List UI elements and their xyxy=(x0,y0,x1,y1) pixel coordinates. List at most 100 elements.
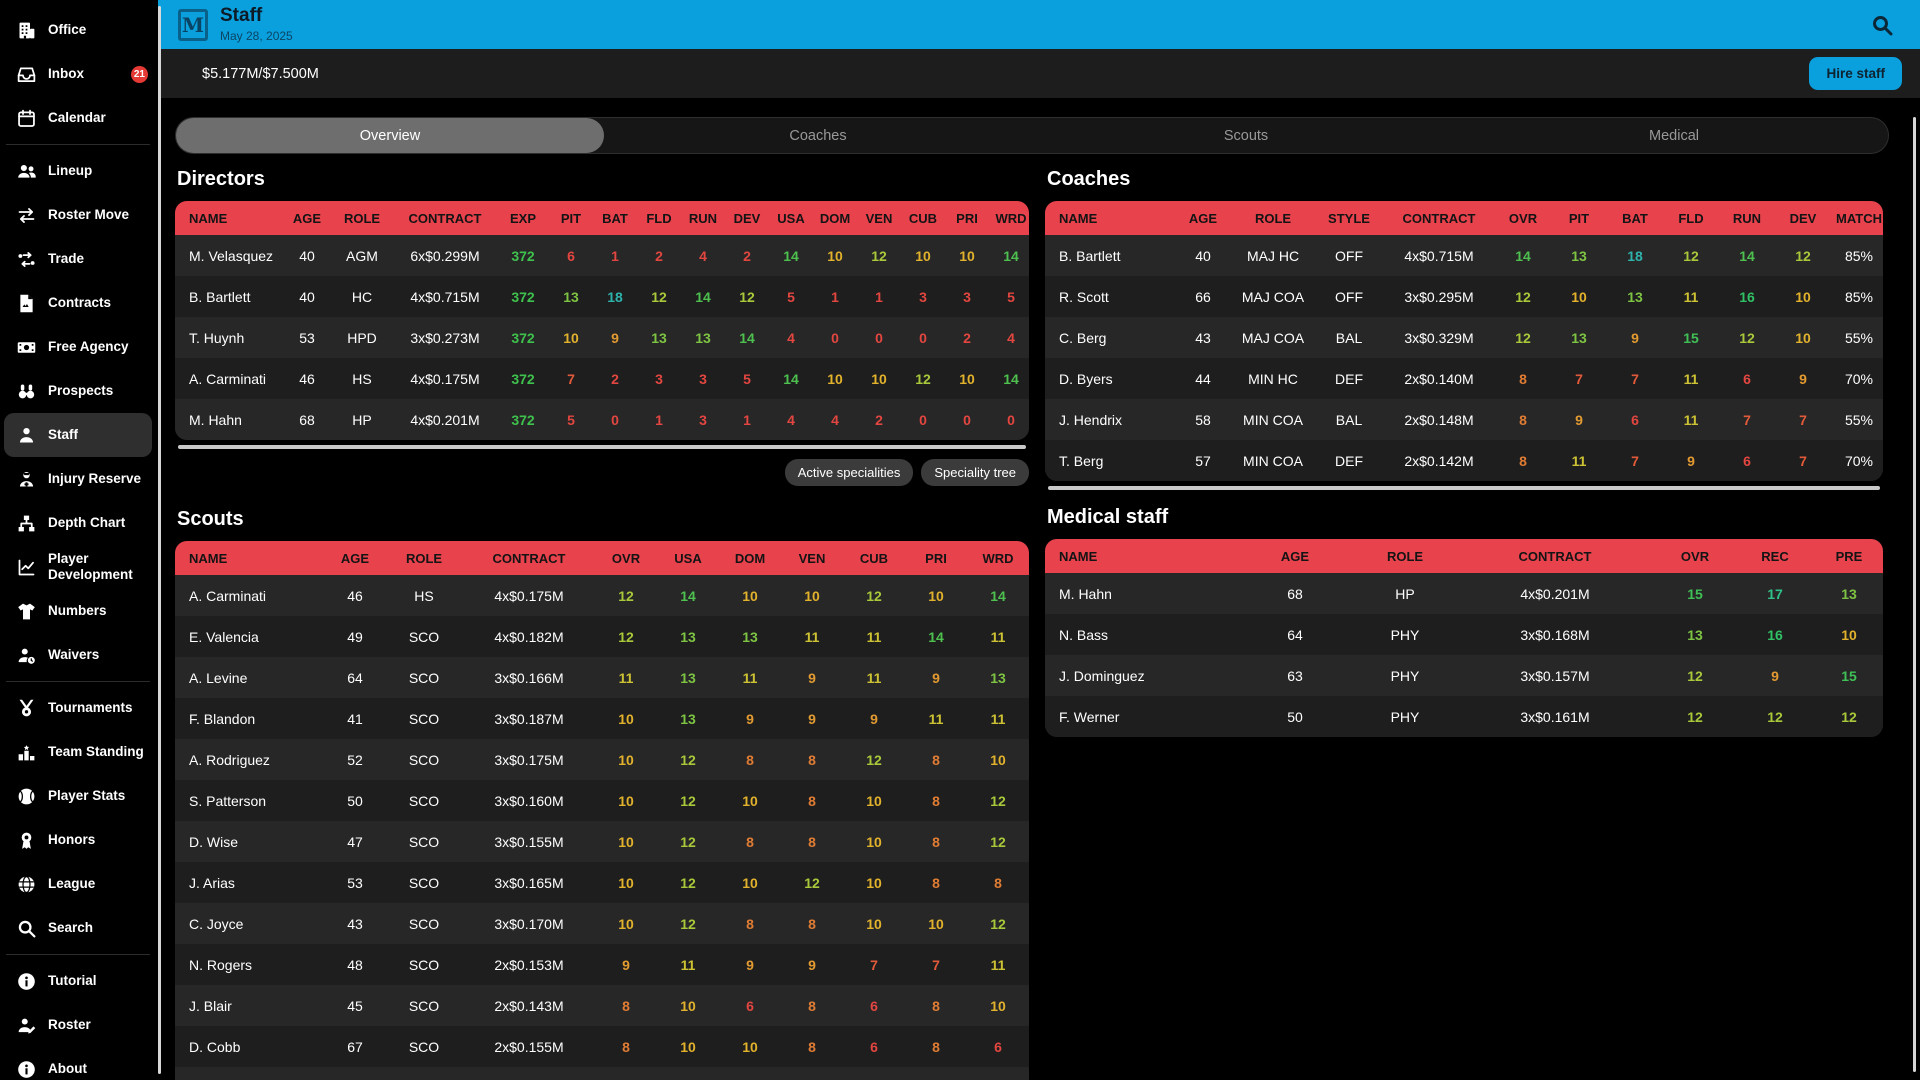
sidebar-item-trade[interactable]: Trade xyxy=(4,237,152,281)
table-row[interactable]: J. Blair 45 SCO 2x$0.143M 8 10 6 8 6 8 10 xyxy=(175,985,1029,1026)
column-header-contract: CONTRACT xyxy=(1518,548,1592,564)
tab-scouts[interactable]: Scouts xyxy=(1223,127,1269,144)
tab-overview[interactable]: Overview xyxy=(176,118,604,153)
cell-age: 41 xyxy=(347,710,363,727)
cell-dom: 8 xyxy=(746,915,754,932)
cell-wrd: 14 xyxy=(1003,370,1019,387)
sidebar-item-honors[interactable]: Honors xyxy=(4,818,152,862)
table-row[interactable]: A. Rodriguez 52 SCO 3x$0.175M 10 12 8 8 12 8 10 xyxy=(175,739,1029,780)
table-row[interactable]: A. Carminati 46 HS 4x$0.175M 12 14 10 10 12 10 14 xyxy=(175,575,1029,616)
table-row[interactable]: B. Bartlett 40 MAJ HC OFF 4x$0.715M 14 13 18 12 1… xyxy=(1045,235,1883,276)
table-row[interactable]: D. Byers 44 MIN HC DEF 2x$0.140M 8 7 7 11 6 9 70% xyxy=(1045,358,1883,399)
table-row[interactable]: T. Huynh 53 HPD 3x$0.273M 372 10 9 13 13 14 4 0 0 0 2 4 xyxy=(175,317,1029,358)
cell-age: 67 xyxy=(347,1038,363,1055)
active-specialities-button[interactable]: Active specialities xyxy=(784,459,914,486)
page-scrollbar[interactable] xyxy=(1913,117,1916,1072)
staff-name: A. Rodriguez xyxy=(189,751,270,768)
numbers-icon xyxy=(16,601,37,622)
staff-name: F. Blandon xyxy=(189,710,256,727)
table-row[interactable]: R. Scott 66 MAJ COA OFF 3x$0.295M 12 10 13 11 16 1… xyxy=(1045,276,1883,317)
sidebar-item-depth-chart[interactable]: Depth Chart xyxy=(4,501,152,545)
table-row[interactable]: M. Hahn 68 HP 4x$0.201M 372 5 0 1 3 1 4 4 2 0 0 0 xyxy=(175,399,1029,440)
sidebar-item-league[interactable]: League xyxy=(4,862,152,906)
table-row[interactable]: E. Valencia 49 SCO 4x$0.182M 12 13 13 11 11 14 11 xyxy=(175,616,1029,657)
table-row[interactable]: A. Carminati 46 HS 4x$0.175M 372 7 2 3 3 5 14 10 10 1… xyxy=(175,358,1029,399)
table-row[interactable]: F. Blandon 41 SCO 3x$0.187M 10 13 9 9 9 11 11 xyxy=(175,698,1029,739)
table-row[interactable]: J. Hendrix 58 MIN COA BAL 2x$0.148M 8 9 6 11 7 7 55… xyxy=(1045,399,1883,440)
sidebar-item-player-development[interactable]: Player Development xyxy=(4,545,152,589)
table-row[interactable]: D. Cobb 67 SCO 2x$0.155M 8 10 10 8 6 8 6 xyxy=(175,1026,1029,1067)
tab-coaches[interactable]: Coaches xyxy=(789,127,847,144)
sidebar-item-team-standing[interactable]: Team Standing xyxy=(4,730,152,774)
column-header-pri: PRI xyxy=(956,210,978,226)
cell-role: PHY xyxy=(1390,708,1420,725)
cell-fld: 15 xyxy=(1683,329,1699,346)
staff-name: M. Hahn xyxy=(1059,585,1112,602)
sidebar-item-waivers[interactable]: Waivers xyxy=(4,633,152,677)
cell-ovr: 10 xyxy=(618,710,634,727)
cell-dom: 10 xyxy=(742,587,758,604)
table-row[interactable]: B. Bartlett 40 HC 4x$0.715M 372 13 18 12 14 12 5 1 1… xyxy=(175,276,1029,317)
table-row[interactable]: M. Velasquez 40 AGM 6x$0.299M 372 6 1 2 4 2 14 10 12… xyxy=(175,235,1029,276)
table-row[interactable]: F. Werner 50 PHY 3x$0.161M 12 12 12 xyxy=(1045,696,1883,737)
cell-usa: 12 xyxy=(680,792,696,809)
search-icon[interactable] xyxy=(1870,13,1894,37)
table-row[interactable]: S. Patterson 50 SCO 3x$0.160M 10 12 10 8 10 8 12 xyxy=(175,780,1029,821)
staff-name: N. Rogers xyxy=(189,956,253,973)
column-header-wrd: WRD xyxy=(995,210,1027,226)
cell-cub: 0 xyxy=(919,411,927,428)
staff-name: M. Hahn xyxy=(189,411,242,428)
cell-usa: 4 xyxy=(787,411,795,428)
table-row[interactable]: N. Rogers 48 SCO 2x$0.153M 9 11 9 9 7 7 11 xyxy=(175,944,1029,985)
cell-bat: 0 xyxy=(611,411,619,428)
sidebar-item-numbers[interactable]: Numbers xyxy=(4,589,152,633)
table-row[interactable]: T. Berg 57 MIN COA DEF 2x$0.142M 8 11 7 9 6 7 70% xyxy=(1045,440,1883,481)
sidebar-item-inbox[interactable]: Inbox 21 xyxy=(4,52,152,96)
table-row[interactable]: J. Dominguez 63 PHY 3x$0.157M 12 9 15 xyxy=(1045,655,1883,696)
cell-wrd: 12 xyxy=(990,915,1006,932)
coaches-table-hscrollbar[interactable] xyxy=(1048,486,1880,490)
sidebar-item-tutorial[interactable]: Tutorial xyxy=(4,959,152,1003)
column-header-pri: PRI xyxy=(925,550,947,566)
sidebar-item-injury-reserve[interactable]: Injury Reserve xyxy=(4,457,152,501)
cell-contract: 4x$0.175M xyxy=(494,587,564,604)
sidebar-item-player-stats[interactable]: Player Stats xyxy=(4,774,152,818)
right-column: Coaches NAME AGE ROLE STYLE CONTRACT OVR PIT BA… xyxy=(1045,168,1883,1080)
cell-ovr: 8 xyxy=(1519,411,1527,428)
cell-pri: 7 xyxy=(932,956,940,973)
hire-staff-button[interactable]: Hire staff xyxy=(1809,57,1902,90)
cell-pre: 13 xyxy=(1841,585,1857,602)
directors-table-hscrollbar[interactable] xyxy=(178,445,1026,449)
table-row[interactable]: D. Wise 47 SCO 3x$0.155M 10 12 8 8 10 8 12 xyxy=(175,821,1029,862)
table-row[interactable]: C. Joyce 43 SCO 3x$0.170M 10 12 8 8 10 10 12 xyxy=(175,903,1029,944)
sidebar-item-about[interactable]: About xyxy=(4,1047,152,1080)
prospects-icon xyxy=(16,381,37,402)
free-agency-icon xyxy=(16,337,37,358)
sidebar-item-roster[interactable]: Roster xyxy=(4,1003,152,1047)
sidebar-item-contracts[interactable]: Contracts xyxy=(4,281,152,325)
sidebar-scrollbar[interactable] xyxy=(158,6,161,1074)
table-row[interactable]: N. Bass 64 PHY 3x$0.168M 13 16 10 xyxy=(1045,614,1883,655)
table-row[interactable]: M. Hahn 68 HP 4x$0.201M 15 17 13 xyxy=(1045,573,1883,614)
table-row[interactable]: J. Arias 53 SCO 3x$0.165M 10 12 10 12 10 8 8 xyxy=(175,862,1029,903)
sidebar-item-free-agency[interactable]: Free Agency xyxy=(4,325,152,369)
cell-ven: 1 xyxy=(875,288,883,305)
table-row[interactable]: C. Berg 43 MAJ COA BAL 3x$0.329M 12 13 9 15 12 10 5… xyxy=(1045,317,1883,358)
cell-run: 6 xyxy=(1743,370,1751,387)
column-header-pre: PRE xyxy=(1835,548,1863,564)
tab-medical[interactable]: Medical xyxy=(1649,127,1699,144)
sidebar-item-calendar[interactable]: Calendar xyxy=(4,96,152,140)
table-body: M. Hahn 68 HP 4x$0.201M 15 17 13 N. Bass 64 PHY 3x… xyxy=(1045,573,1883,737)
table-row[interactable]: A. Levine 64 SCO 3x$0.166M 11 13 11 9 11 9 13 xyxy=(175,657,1029,698)
sidebar-item-prospects[interactable]: Prospects xyxy=(4,369,152,413)
speciality-tree-button[interactable]: Speciality tree xyxy=(921,459,1029,486)
sidebar-item-office[interactable]: Office xyxy=(4,8,152,52)
sidebar-item-search[interactable]: Search xyxy=(4,906,152,950)
cell-usa: 12 xyxy=(680,874,696,891)
sidebar-item-lineup[interactable]: Lineup xyxy=(4,149,152,193)
sidebar-item-roster-move[interactable]: Roster Move xyxy=(4,193,152,237)
cell-wrd: 10 xyxy=(990,997,1006,1014)
cell-role: HC xyxy=(351,288,373,305)
sidebar-item-staff[interactable]: Staff xyxy=(4,413,152,457)
sidebar-item-tournaments[interactable]: Tournaments xyxy=(4,686,152,730)
